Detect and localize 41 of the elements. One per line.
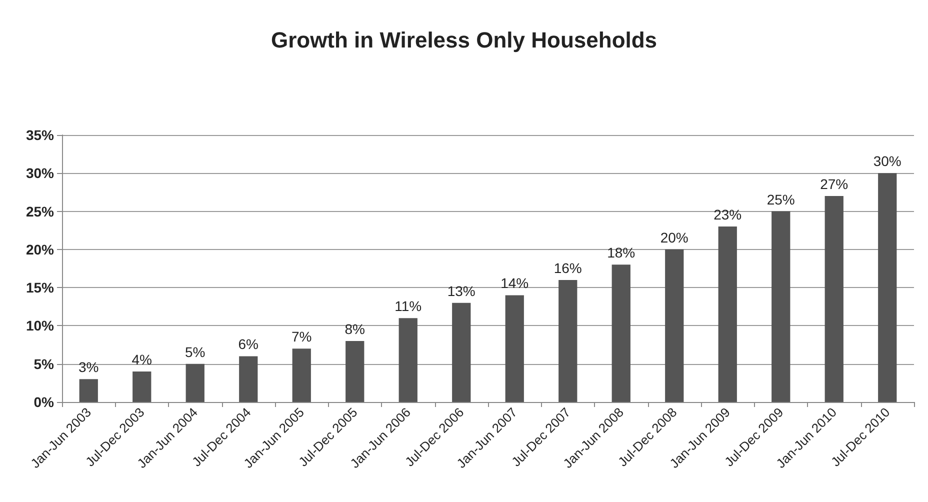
bar [186,364,204,402]
data-label: 27% [820,176,848,192]
bar [239,356,258,402]
data-label: 20% [660,229,688,246]
y-tick-label: 20% [26,241,55,258]
bar [452,302,471,402]
bar [612,264,630,402]
data-label: 11% [394,298,422,314]
y-tick-label: 10% [26,318,55,334]
data-label: 16% [554,260,582,276]
bar [132,371,152,402]
data-label: 18% [607,244,636,261]
y-tick-label: 35% [26,127,55,143]
y-tick-label: 15% [26,280,55,296]
data-label: 30% [873,153,902,170]
data-label: 7% [292,328,312,345]
bar [824,196,844,402]
data-label: 13% [447,282,476,299]
bar [398,318,418,402]
bar [79,379,98,402]
data-label: 23% [714,206,742,223]
bar [718,226,737,402]
bar [346,340,364,402]
chart-title: Growth in Wireless Only Households [270,28,658,52]
y-tick-label: 25% [26,203,55,220]
bar [665,249,684,402]
data-label: 5% [185,344,206,360]
data-label: 8% [344,320,365,337]
data-label: 25% [766,191,795,208]
y-tick-label: 5% [34,356,55,372]
bar [772,211,790,402]
data-label: 3% [78,359,99,376]
data-label: 14% [500,275,529,292]
y-tick-label: 30% [26,165,55,182]
bar [878,173,897,402]
y-tick-label: 0% [34,394,55,410]
data-label: 6% [238,336,258,352]
data-label: 4% [132,351,152,368]
bar [505,295,524,402]
bar [558,280,578,402]
bar [292,348,311,402]
